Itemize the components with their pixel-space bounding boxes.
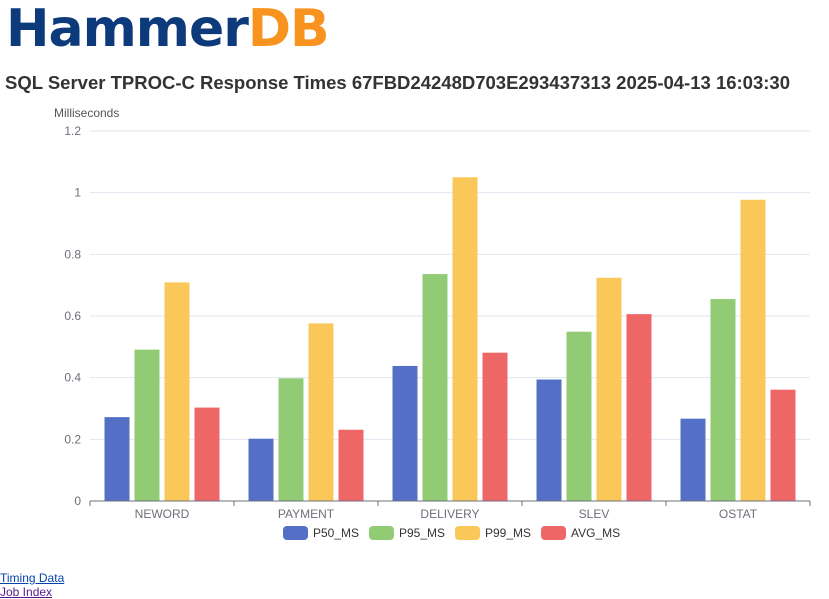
- y-tick-label: 1.2: [64, 124, 81, 138]
- y-tick-label: 1: [74, 186, 81, 200]
- page-title: SQL Server TPROC-C Response Times 67FBD2…: [5, 72, 790, 93]
- x-tick-label: DELIVERY: [420, 507, 479, 521]
- logo-text-hammer: Hammer: [6, 0, 249, 59]
- bar-p99-ms: [308, 323, 334, 501]
- y-tick-label: 0.8: [64, 247, 81, 261]
- bar-p50-ms: [680, 418, 706, 501]
- timing-data-link[interactable]: Timing Data: [0, 571, 65, 585]
- bar-p50-ms: [392, 365, 418, 501]
- x-tick-label: PAYMENT: [278, 507, 335, 521]
- bar-avg-ms: [338, 429, 364, 501]
- bar-p50-ms: [536, 379, 562, 501]
- y-tick-label: 0.6: [64, 309, 81, 323]
- job-index-link[interactable]: Job Index: [0, 585, 53, 599]
- bar-p50-ms: [104, 417, 130, 501]
- legend-label: AVG_MS: [571, 526, 620, 540]
- x-tick-label: NEWORD: [135, 507, 190, 521]
- hammerdb-logo: HammerDB: [6, 0, 330, 59]
- logo-text-db: DB: [247, 0, 330, 59]
- y-axis-label: Milliseconds: [54, 106, 119, 120]
- legend-label: P95_MS: [399, 526, 445, 540]
- bar-avg-ms: [194, 407, 220, 501]
- bar-p99-ms: [164, 282, 190, 501]
- footer-links: Timing Data Job Index: [0, 571, 64, 599]
- bar-avg-ms: [482, 352, 508, 501]
- bar-p99-ms: [596, 277, 622, 501]
- bar-p95-ms: [422, 274, 448, 501]
- y-tick-label: 0.4: [64, 371, 81, 385]
- bar-avg-ms: [770, 389, 796, 501]
- bar-p95-ms: [710, 299, 736, 501]
- y-tick-label: 0: [74, 494, 81, 508]
- x-tick-label: OSTAT: [719, 507, 758, 521]
- legend-label: P99_MS: [485, 526, 531, 540]
- legend-swatch: [541, 526, 566, 540]
- response-times-chart: Milliseconds 0 0.2 0.4 0.6 0.8 1 1.2 NEWORD PAYME…: [54, 106, 811, 540]
- bar-p99-ms: [740, 199, 766, 501]
- bar-p95-ms: [566, 331, 592, 501]
- x-tick-label: SLEV: [579, 507, 610, 521]
- legend-label: P50_MS: [313, 526, 359, 540]
- legend-swatch: [369, 526, 394, 540]
- legend-swatch: [283, 526, 308, 540]
- legend-swatch: [455, 526, 480, 540]
- bar-p95-ms: [134, 349, 160, 501]
- bar-avg-ms: [626, 314, 652, 501]
- y-tick-label: 0.2: [64, 432, 81, 446]
- bar-p99-ms: [452, 177, 478, 501]
- bar-p50-ms: [248, 438, 274, 501]
- bar-p95-ms: [278, 378, 304, 501]
